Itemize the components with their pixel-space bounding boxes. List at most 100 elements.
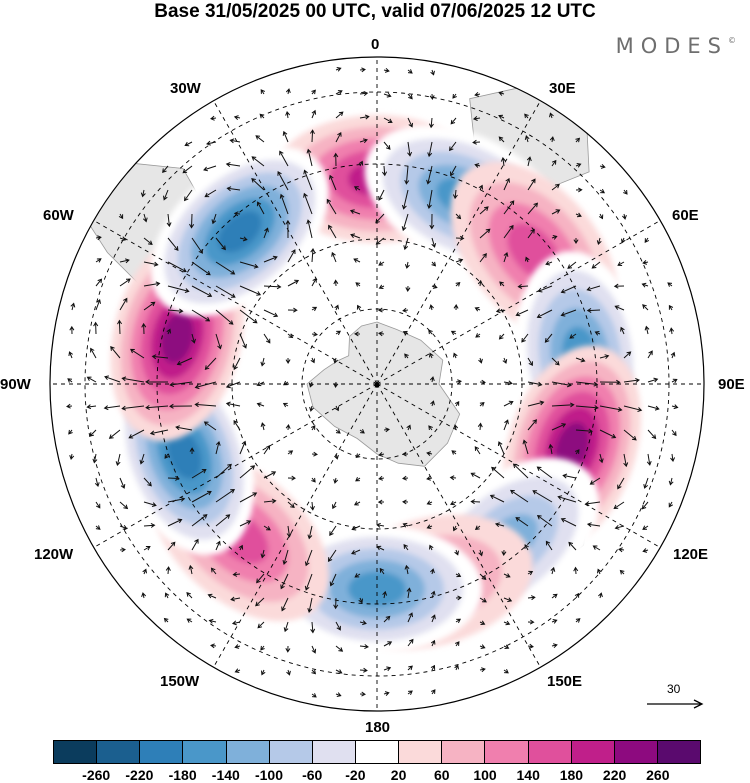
wind-arrow xyxy=(594,331,601,336)
wind-arrow xyxy=(574,592,580,599)
wind-arrow xyxy=(309,381,314,388)
meridian-line xyxy=(376,383,541,668)
wind-arrow xyxy=(569,333,577,339)
wind-arrow xyxy=(234,668,241,673)
wind-arrow xyxy=(613,501,625,510)
wind-arrow xyxy=(478,357,483,364)
colorbar-swatch xyxy=(571,741,615,763)
wind-arrow xyxy=(225,401,241,407)
wind-arrow xyxy=(353,186,361,191)
wind-arrow xyxy=(479,228,491,239)
wind-arrow xyxy=(66,403,73,409)
wind-arrow xyxy=(359,114,370,120)
colorbar-tick-label: 220 xyxy=(602,767,627,783)
wind-arrow xyxy=(647,350,653,359)
wind-arrow xyxy=(527,178,536,191)
wind-arrow xyxy=(191,468,207,479)
wind-arrow xyxy=(259,113,265,119)
colorbar-ticks: -260 -220 -180 -140 -100 -60 -20 20 60 100 140 180 2… xyxy=(0,767,750,783)
wind-arrow xyxy=(215,463,232,479)
wind-arrow xyxy=(311,277,317,287)
wind-arrow xyxy=(191,333,196,344)
wind-arrow xyxy=(643,477,649,489)
wind-arrow xyxy=(283,621,289,633)
wind-arrow xyxy=(402,475,409,481)
wind-arrow xyxy=(474,91,481,97)
wind-arrow xyxy=(335,621,341,631)
wind-arrow xyxy=(335,429,341,434)
wind-arrow xyxy=(215,285,236,298)
wind-arrow xyxy=(497,441,505,455)
wind-arrow xyxy=(568,541,577,551)
wind-arrow xyxy=(503,597,513,603)
wind-arrow xyxy=(479,206,489,215)
wind-arrow xyxy=(232,571,241,577)
wind-arrow xyxy=(119,278,131,287)
colorbar-swatch xyxy=(657,741,701,763)
wind-arrow xyxy=(167,285,190,293)
wind-arrow xyxy=(499,281,505,287)
wind-arrow xyxy=(256,573,265,584)
wind-arrow xyxy=(575,405,599,411)
wind-arrow xyxy=(282,380,289,386)
wind-arrow xyxy=(404,165,410,185)
wind-arrow xyxy=(233,419,241,431)
colorbar-tick-label: -180 xyxy=(168,767,197,783)
wind-arrow xyxy=(429,376,435,383)
wind-arrow xyxy=(285,219,291,239)
wind-arrow xyxy=(498,91,505,96)
wind-arrow xyxy=(527,595,536,601)
colorbar-tick-label: 180 xyxy=(559,767,584,783)
colorbar-tick-label: -100 xyxy=(254,767,284,783)
wind-arrow xyxy=(560,309,577,317)
wind-arrow xyxy=(495,308,505,314)
wind-arrow xyxy=(117,319,123,335)
wind-arrow xyxy=(119,547,126,553)
wind-arrow xyxy=(263,333,271,344)
wind-arrow xyxy=(407,612,413,623)
wind-arrow xyxy=(455,281,461,287)
wind-arrow xyxy=(239,465,256,479)
wind-arrow xyxy=(287,333,294,339)
wind-arrow xyxy=(454,664,459,671)
wind-arrow xyxy=(623,405,643,412)
wind-arrow xyxy=(143,477,152,487)
wind-arrow xyxy=(287,249,296,263)
wind-arrow xyxy=(306,219,313,239)
wind-arrow xyxy=(667,282,673,287)
wind-arrow xyxy=(167,541,176,551)
wind-arrow xyxy=(164,453,169,459)
wind-arrow xyxy=(311,109,317,119)
wind-arrow xyxy=(668,304,674,311)
wind-arrow xyxy=(614,305,625,311)
wind-arrow xyxy=(407,638,414,647)
wind-arrow xyxy=(329,174,337,191)
wind-arrow xyxy=(474,446,481,455)
wind-arrow xyxy=(474,525,481,530)
wind-arrow xyxy=(287,475,296,481)
wind-arrow xyxy=(191,514,208,527)
wind-arrow xyxy=(407,141,413,157)
wind-arrow xyxy=(166,328,171,335)
wind-arrow xyxy=(67,378,73,383)
wind-arrow xyxy=(311,693,317,698)
wind-arrow xyxy=(623,351,632,359)
wind-arrow xyxy=(354,573,361,578)
wind-arrow xyxy=(263,498,277,504)
wind-arrow xyxy=(215,514,231,527)
wind-arrow xyxy=(404,353,409,359)
wind-arrow xyxy=(431,689,436,695)
wind-arrow xyxy=(575,357,586,363)
wind-arrow xyxy=(215,333,222,350)
wind-arrow xyxy=(311,451,318,457)
wind-arrow xyxy=(311,477,316,483)
wind-arrow xyxy=(402,522,409,528)
colorbar-swatch xyxy=(528,741,572,763)
wind-arrow xyxy=(359,667,368,673)
wind-arrow xyxy=(430,69,435,76)
wind-arrow xyxy=(455,379,462,385)
wind-arrow xyxy=(353,501,361,506)
wind-arrow xyxy=(169,381,193,388)
wind-arrow xyxy=(326,198,337,215)
wind-arrow xyxy=(350,233,361,239)
